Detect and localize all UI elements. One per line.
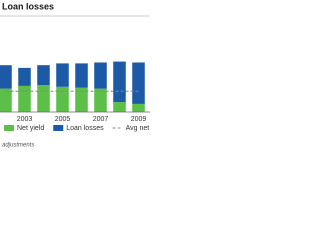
bar-segment <box>132 62 145 104</box>
bar-segment <box>113 102 126 112</box>
bar-segment <box>0 65 12 89</box>
bar-segment <box>56 86 69 112</box>
chart-title: Loan losses <box>2 1 54 11</box>
bar-segment <box>94 88 107 112</box>
legend-swatch <box>53 125 64 131</box>
bar-segment <box>94 62 107 89</box>
bar-segment <box>37 85 50 112</box>
x-tick-label: 2009 <box>131 116 147 123</box>
x-tick-label: 2005 <box>55 116 71 123</box>
bar-segment <box>56 63 69 87</box>
x-tick-label: 2007 <box>93 116 109 123</box>
bar-segment <box>132 103 145 112</box>
bar-segment <box>37 65 50 85</box>
chart-note: adjustments <box>2 143 34 149</box>
bar-segment <box>113 61 126 103</box>
bar-segment <box>75 63 88 88</box>
x-tick-label: 2003 <box>17 116 33 123</box>
bar-segment <box>75 87 88 112</box>
legend-label: Loan losses <box>66 125 104 132</box>
chart: Loan losses adjustments 2003 2005 2007 2009… <box>0 0 150 150</box>
legend-label: Net yield <box>17 125 44 132</box>
legend-label: Avg net yield <box>126 125 150 132</box>
bar-segment <box>0 88 12 112</box>
legend-swatch <box>4 125 14 131</box>
bar-segment <box>18 85 31 112</box>
bar-segment <box>18 67 31 86</box>
